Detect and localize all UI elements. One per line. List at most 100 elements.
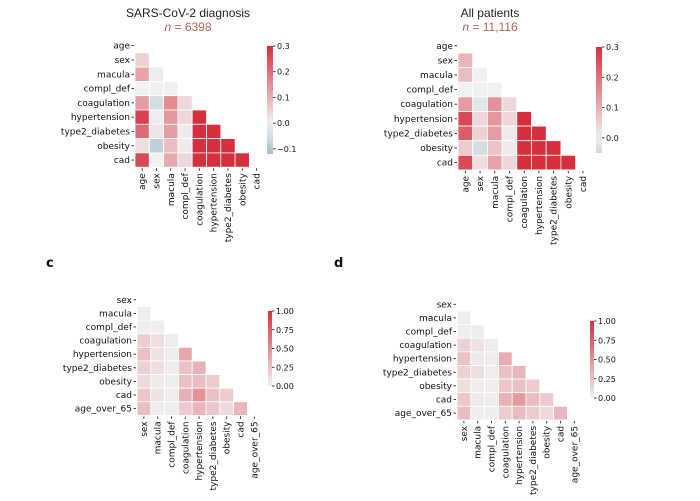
heatmap-cell	[497, 378, 513, 394]
heatmap-cell	[531, 154, 547, 171]
panel-b-subtitle: n = 11,116	[462, 20, 518, 34]
heatmap-cell	[456, 324, 472, 339]
heatmap-cell	[457, 140, 474, 156]
panel-a-title: SARS-CoV-2 diagnosis	[126, 6, 250, 20]
heatmap-cell	[150, 387, 166, 403]
x-tick-label: cad	[253, 173, 263, 189]
y-tick-label: obesity	[419, 382, 452, 392]
heatmap-cell	[150, 360, 166, 376]
y-tick-label: sex	[438, 56, 454, 66]
y-tick-label: macula	[97, 70, 130, 80]
heatmap-cell	[150, 346, 166, 362]
heatmap-cell	[164, 387, 179, 403]
x-tick-label: obesity	[564, 175, 574, 208]
y-tick-label: sex	[115, 56, 131, 66]
x-tick-label: coagulation	[181, 421, 191, 474]
heatmap-cell	[472, 81, 488, 98]
x-tick-label: type2_diabetes	[529, 426, 539, 495]
heatmap-cell	[163, 138, 179, 154]
heatmap-cell	[148, 109, 165, 125]
colorbar-tick-label: 0.1	[606, 104, 619, 113]
heatmap-cell	[486, 140, 503, 156]
x-tick-label: sex	[153, 173, 163, 189]
x-tick-label: sex	[460, 425, 470, 441]
heatmap-cell	[553, 405, 568, 421]
x-tick-label: macula	[491, 176, 501, 209]
heatmap-cell	[206, 152, 222, 168]
colorbar	[596, 47, 602, 153]
heatmap-cell	[136, 387, 152, 403]
heatmap-cell	[220, 138, 236, 154]
colorbar-tick-label: 0.00	[276, 382, 294, 391]
x-tick-label: compl_def	[181, 172, 191, 219]
y-tick-label: macula	[99, 309, 132, 319]
heatmap-cell	[134, 66, 150, 82]
heatmap-cell	[545, 154, 562, 171]
heatmap-cell	[191, 123, 207, 140]
colorbar-tick-label: 0.25	[598, 375, 616, 384]
y-tick-label: sex	[117, 296, 133, 306]
heatmap-cell	[484, 392, 499, 407]
heatmap-cell	[516, 125, 532, 142]
y-tick-label: obesity	[97, 142, 130, 152]
heatmap-cell	[456, 405, 472, 421]
x-tick-label: cad	[579, 176, 589, 192]
heatmap-cell	[472, 125, 488, 142]
panel-a-subtitle: n = 6398	[164, 20, 211, 34]
y-tick-label: age_over_65	[75, 405, 132, 415]
colorbar-tick-label: 1.00	[276, 307, 294, 316]
heatmap-cell	[219, 387, 235, 403]
heatmap-cell	[545, 140, 562, 156]
heatmap-cell	[501, 96, 518, 112]
y-tick-label: age	[436, 42, 453, 52]
y-tick-label: coagulation	[400, 100, 453, 110]
x-tick-label: macula	[167, 173, 177, 206]
colorbar-tick-label: 0.2	[606, 73, 619, 82]
heatmap-cell	[470, 351, 485, 366]
colorbar-tick-label: 0.50	[598, 356, 616, 365]
heatmap-cell	[177, 152, 193, 168]
heatmap-cell	[472, 67, 488, 83]
heatmap-cell	[136, 346, 152, 362]
heatmap-cell	[148, 123, 165, 140]
heatmap-cell	[163, 152, 179, 168]
heatmap-cell	[206, 138, 222, 154]
x-tick-label: compl_def	[488, 425, 498, 472]
colorbar-tick-label: 0.75	[598, 336, 616, 345]
y-tick-label: macula	[420, 71, 453, 81]
heatmap-cell	[470, 365, 485, 380]
heatmap-cell	[501, 111, 518, 127]
x-tick-label: type2_diabetes	[224, 173, 234, 242]
heatmap-cell	[134, 138, 150, 154]
heatmap-cell	[136, 306, 152, 321]
heatmap-cell	[525, 392, 541, 407]
heatmap-cell	[531, 140, 547, 156]
heatmap-cell	[470, 378, 485, 394]
y-tick-label: hypertension	[71, 113, 130, 123]
panel-a-n-var: n	[164, 20, 171, 34]
colorbar-tick-label: 0.3	[606, 43, 619, 52]
heatmap-cell	[484, 378, 499, 394]
heatmap-cell	[177, 109, 193, 125]
heatmap-cell	[456, 351, 472, 366]
heatmap-cell	[472, 111, 488, 127]
x-tick-label: hypertension	[515, 426, 525, 485]
heatmap-cell	[501, 140, 518, 156]
heatmap-cell	[134, 109, 150, 125]
heatmap-cell	[191, 360, 207, 376]
heatmap-cell	[164, 360, 179, 376]
x-tick-label: hypertension	[195, 421, 205, 480]
x-tick-label: cad	[237, 421, 247, 437]
y-tick-label: compl_def	[407, 86, 454, 96]
x-tick-label: obesity	[238, 173, 248, 206]
y-tick-label: compl_def	[406, 328, 453, 338]
heatmap-cell	[150, 401, 166, 416]
heatmap-cell	[148, 95, 165, 111]
heatmap-cell	[457, 67, 474, 83]
heatmap-cell	[150, 333, 166, 348]
heatmap-cell	[177, 123, 193, 140]
heatmap-panel-d: sexmaculacompl_defcoagulationhypertensio…	[383, 300, 616, 495]
y-tick-label: cad	[436, 396, 452, 406]
heatmap-cell	[484, 405, 499, 421]
y-tick-label: macula	[419, 314, 452, 324]
